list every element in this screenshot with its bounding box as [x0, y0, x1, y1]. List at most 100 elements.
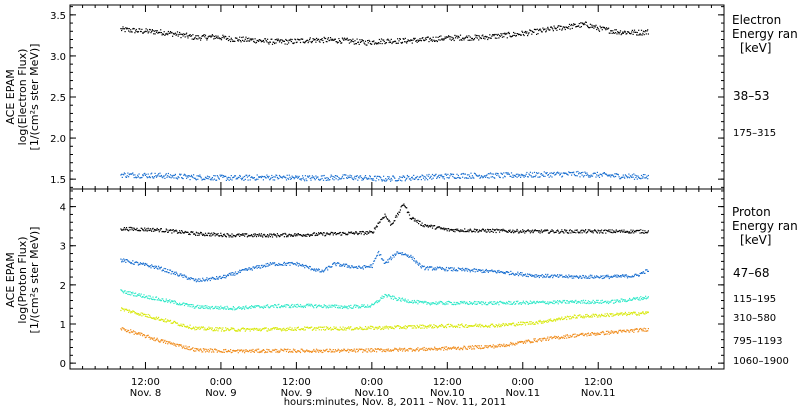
proton-point — [484, 271, 486, 273]
proton-point — [159, 268, 161, 270]
proton-point — [575, 232, 577, 234]
proton-point — [271, 263, 273, 265]
proton-point — [585, 314, 587, 316]
electron-point — [318, 179, 320, 181]
proton-point — [418, 223, 420, 225]
proton-point — [481, 324, 483, 326]
proton-point — [303, 329, 305, 331]
electron-point — [559, 174, 561, 176]
electron-point — [289, 39, 291, 42]
proton-point — [235, 308, 237, 310]
proton-point — [388, 294, 390, 296]
proton-point — [232, 306, 234, 308]
proton-point — [221, 307, 223, 309]
electron-point — [170, 177, 172, 179]
proton-point — [588, 275, 590, 277]
proton-point — [287, 236, 289, 238]
proton-point — [556, 230, 558, 232]
proton-point — [479, 230, 481, 232]
proton-point — [521, 302, 523, 304]
proton-point — [336, 262, 339, 264]
electron-point — [271, 38, 273, 40]
electron-point — [353, 177, 355, 179]
proton-point — [292, 306, 295, 308]
proton-point — [204, 279, 207, 281]
electron-point — [203, 34, 205, 36]
proton-point — [258, 329, 260, 331]
electron-point — [172, 174, 174, 176]
proton-point — [442, 268, 444, 270]
proton-point — [311, 234, 313, 236]
proton-point — [594, 302, 596, 304]
proton-point — [279, 328, 281, 330]
proton-point — [647, 270, 649, 272]
electron-point — [496, 37, 498, 39]
electron-point — [628, 31, 630, 33]
proton-point — [585, 276, 587, 278]
proton-point — [248, 267, 250, 269]
proton-point — [327, 326, 329, 328]
proton-point — [204, 280, 206, 282]
proton-point — [244, 233, 246, 235]
proton-point — [191, 328, 193, 330]
proton-point — [285, 233, 287, 235]
electron-point — [474, 34, 476, 36]
electron-point — [236, 37, 238, 39]
proton-point — [526, 301, 528, 303]
proton-point — [227, 234, 230, 236]
proton-point — [594, 301, 596, 303]
proton-point — [155, 318, 157, 321]
proton-point — [304, 329, 306, 331]
electron-point — [357, 179, 359, 181]
proton-point — [592, 313, 594, 315]
electron-point — [602, 172, 604, 175]
electron-point — [334, 38, 336, 40]
proton-point — [508, 301, 510, 303]
proton-point — [432, 302, 434, 304]
proton-point — [540, 275, 542, 277]
electron-point — [460, 173, 462, 175]
proton-point — [589, 230, 591, 233]
proton-point — [549, 276, 551, 279]
proton-point — [339, 265, 341, 267]
proton-point — [436, 268, 438, 270]
proton-point — [391, 326, 393, 328]
proton-point — [290, 329, 292, 331]
proton-point — [417, 219, 419, 221]
proton-point — [571, 230, 573, 232]
electron-point — [216, 36, 218, 38]
proton-point — [190, 348, 192, 350]
proton-point — [200, 326, 202, 328]
proton-point — [555, 319, 557, 321]
proton-point — [635, 273, 637, 275]
electron-point — [311, 177, 313, 179]
electron-point — [537, 33, 539, 35]
proton-point — [509, 324, 511, 326]
proton-point — [267, 306, 269, 308]
electron-point — [179, 173, 181, 175]
proton-point — [445, 228, 447, 230]
proton-point — [563, 300, 565, 302]
electron-point — [400, 176, 402, 178]
electron-point — [575, 175, 577, 177]
proton-point — [511, 230, 513, 233]
proton-point — [272, 234, 274, 236]
proton-point — [608, 231, 610, 233]
proton-point — [376, 254, 378, 256]
proton-point — [413, 301, 415, 303]
proton-point — [391, 296, 393, 298]
electron-point — [341, 37, 343, 39]
electron-point — [122, 26, 124, 28]
electron-point — [186, 32, 188, 34]
electron-point — [560, 25, 562, 27]
proton-point — [416, 324, 418, 326]
electron-point — [621, 176, 623, 178]
electron-point — [374, 175, 376, 177]
proton-point — [578, 300, 580, 303]
proton-point — [561, 231, 564, 233]
proton-point — [354, 304, 356, 306]
electron-point — [623, 31, 625, 33]
proton-point — [284, 328, 286, 331]
proton-point — [418, 264, 420, 266]
electron-point — [475, 174, 477, 176]
